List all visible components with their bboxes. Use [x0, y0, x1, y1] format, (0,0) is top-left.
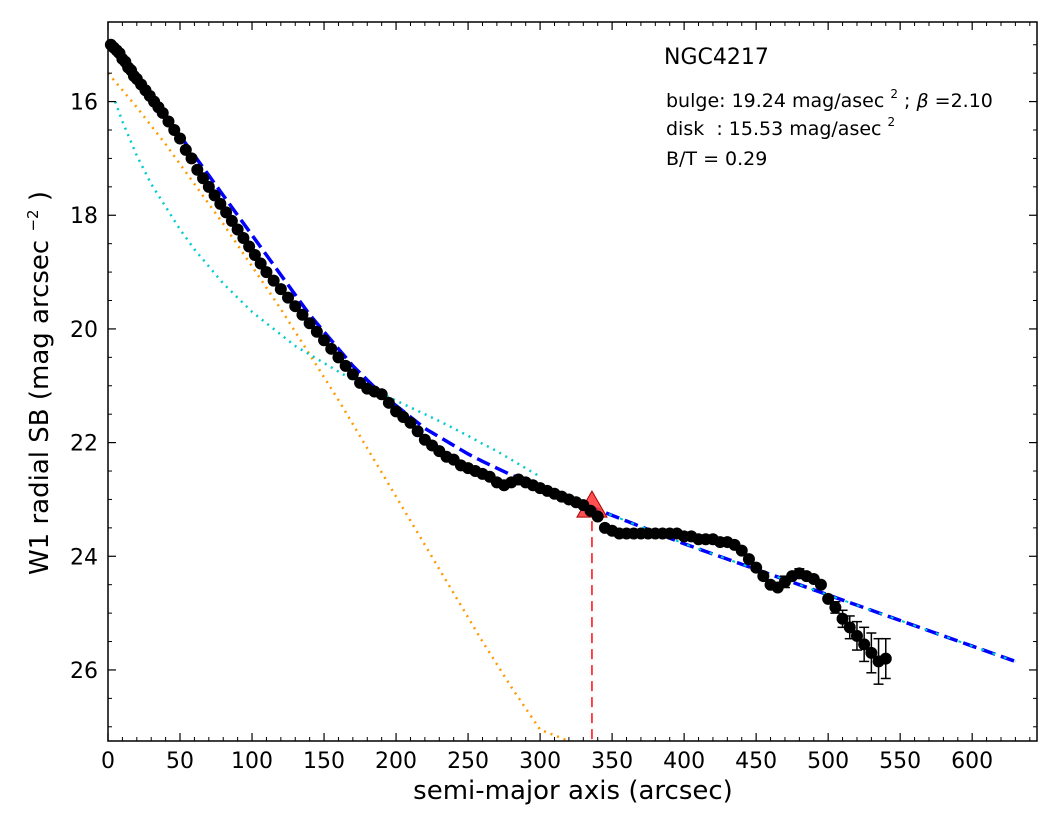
model-curves — [106, 43, 1016, 743]
x-axis-title: semi-major axis (arcsec) — [413, 776, 733, 806]
data-point — [591, 510, 604, 523]
data-point — [814, 578, 827, 591]
x-tick-label: 550 — [879, 749, 921, 774]
data-point — [282, 291, 295, 304]
data-point — [850, 629, 863, 642]
data-point — [375, 388, 388, 401]
y-axis-title-close: ) — [25, 191, 55, 201]
bulge-unit-exponent: 2 — [890, 87, 898, 101]
data-point — [296, 308, 309, 321]
data-point — [858, 638, 871, 651]
x-tick-label: 50 — [166, 749, 194, 774]
bt-ratio-annotation: B/T = 0.29 — [666, 148, 767, 170]
disk-label: disk : 15.53 mag/asec — [666, 118, 882, 140]
x-tick-label: 300 — [519, 749, 561, 774]
data-point — [237, 231, 250, 244]
y-axis-title-exponent: −2 — [24, 209, 42, 231]
data-point — [757, 570, 770, 583]
x-tick-label: 150 — [303, 749, 345, 774]
data-point — [346, 368, 359, 381]
data-point — [879, 652, 892, 665]
data-point — [156, 106, 169, 119]
data-point — [254, 257, 267, 270]
data-point — [289, 300, 302, 313]
data-point — [179, 143, 192, 156]
data-point — [248, 249, 261, 262]
plot-frame — [107, 21, 1038, 742]
data-point — [404, 416, 417, 429]
beta-symbol: β — [915, 90, 928, 112]
data-point — [332, 351, 345, 364]
y-axis-title-main: W1 radial SB (mag arcsec — [25, 240, 55, 575]
data-point — [225, 214, 238, 227]
data-point — [750, 561, 763, 574]
x-tick-label: 400 — [663, 749, 705, 774]
data-point — [865, 646, 878, 659]
y-tick-label: 22 — [70, 432, 98, 457]
data-point — [185, 152, 198, 165]
y-tick-label: 20 — [70, 318, 98, 343]
y-tick-label: 16 — [70, 91, 98, 116]
data-point — [168, 123, 181, 136]
data-point — [220, 206, 233, 219]
data-points — [104, 38, 892, 685]
bulge-label: bulge: 19.24 mag/asec — [666, 90, 884, 112]
data-point — [735, 544, 748, 557]
data-point — [310, 325, 323, 338]
data-point — [411, 425, 424, 438]
bulge-component-curve — [107, 72, 570, 743]
disk-component-curve — [114, 101, 541, 478]
y-tick-label: 18 — [70, 204, 98, 229]
beta-value: =2.10 — [935, 90, 993, 112]
data-point — [214, 197, 227, 210]
x-tick-label: 450 — [735, 749, 777, 774]
y-axis-title: W1 radial SB (mag arcsec −2 ) — [15, 191, 55, 575]
y-tick-label: 24 — [70, 545, 98, 570]
disk-unit-exponent: 2 — [888, 115, 896, 129]
data-point — [267, 274, 280, 287]
data-point — [318, 334, 331, 347]
data-point — [197, 172, 210, 185]
x-tick-label: 350 — [591, 749, 633, 774]
x-tick-label: 250 — [447, 749, 489, 774]
data-point — [202, 180, 215, 193]
data-point — [742, 553, 755, 566]
data-point — [325, 342, 338, 355]
data-point — [191, 163, 204, 176]
data-point — [174, 132, 187, 145]
bulge-annotation: bulge: 19.24 mag/asec 2 ; β =2.10 — [666, 81, 993, 112]
data-point — [162, 115, 175, 128]
data-point — [274, 283, 287, 296]
disk-annotation: disk : 15.53 mag/asec 2 — [666, 115, 895, 140]
bulge-separator: ; — [904, 90, 916, 112]
y-tick-label: 26 — [70, 659, 98, 684]
x-tick-label: 600 — [951, 749, 993, 774]
data-point — [339, 359, 352, 372]
data-point — [382, 396, 395, 409]
x-tick-label: 500 — [807, 749, 849, 774]
data-point — [243, 240, 256, 253]
galaxy-title: NGC4217 — [664, 45, 769, 70]
data-point — [231, 223, 244, 236]
x-tick-label: 100 — [231, 749, 273, 774]
data-point — [303, 317, 316, 330]
axis-ticks: 0 50 100 150 200 250 300 350 400 450 500 550 600 16 18… — [70, 22, 1037, 774]
x-tick-label: 0 — [101, 749, 115, 774]
x-tick-label: 200 — [375, 749, 417, 774]
data-point — [843, 621, 856, 634]
data-point — [829, 601, 842, 614]
data-point — [208, 189, 221, 202]
data-point — [260, 266, 273, 279]
